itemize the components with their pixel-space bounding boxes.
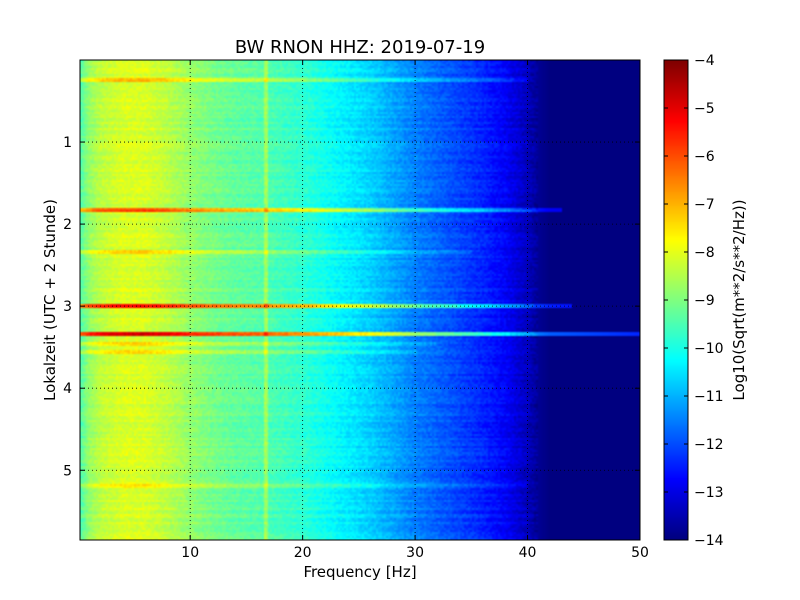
y-axis-ticks: 1 2 3 4 5	[63, 135, 640, 479]
colorbar-tick-label: −6	[694, 149, 715, 165]
x-axis-ticks: 10 20 30 40 50	[181, 60, 649, 561]
chart-title: BW RNON HHZ: 2019-07-19	[235, 37, 485, 58]
colorbar-ticks: −4 −5 −6 −7 −8 −9 −10 −11 −12 −13 −14	[664, 53, 724, 549]
colorbar: −4 −5 −6 −7 −8 −9 −10 −11 −12 −13 −14 Log10(Sqrt(m…	[663, 53, 748, 549]
grid-lines	[80, 60, 640, 540]
x-tick-label: 30	[406, 545, 424, 561]
y-tick-label: 1	[63, 135, 72, 151]
y-axis-label: Lokalzeit (UTC + 2 Stunde)	[41, 199, 59, 401]
colorbar-tick-label: −7	[694, 197, 715, 213]
colorbar-tick-label: −9	[694, 293, 715, 309]
colorbar-label: Log10(Sqrt(m**2/s**2/Hz))	[730, 199, 748, 400]
y-tick-label: 2	[63, 217, 72, 233]
y-tick-label: 4	[63, 381, 72, 397]
colorbar-tick-label: −8	[694, 245, 715, 261]
colorbar-tick-label: −13	[694, 485, 724, 501]
spectrogram-heatmap	[80, 60, 640, 540]
colorbar-tick-label: −11	[694, 389, 724, 405]
plot-area: 10 20 30 40 50 1 2 3 4 5	[63, 59, 649, 561]
colorbar-tick-label: −10	[694, 341, 724, 357]
x-tick-label: 50	[631, 545, 649, 561]
colorbar-tick-label: −14	[694, 533, 724, 549]
y-tick-label: 3	[63, 299, 72, 315]
x-tick-label: 20	[294, 545, 312, 561]
colorbar-tick-label: −5	[694, 101, 715, 117]
colorbar-tick-label: −4	[694, 53, 715, 69]
plot-frame	[79, 59, 641, 541]
x-tick-label: 40	[519, 545, 537, 561]
y-tick-label: 5	[63, 463, 72, 479]
x-tick-label: 10	[181, 545, 199, 561]
x-axis-label: Frequency [Hz]	[303, 563, 416, 581]
colorbar-tick-label: −12	[694, 437, 724, 453]
